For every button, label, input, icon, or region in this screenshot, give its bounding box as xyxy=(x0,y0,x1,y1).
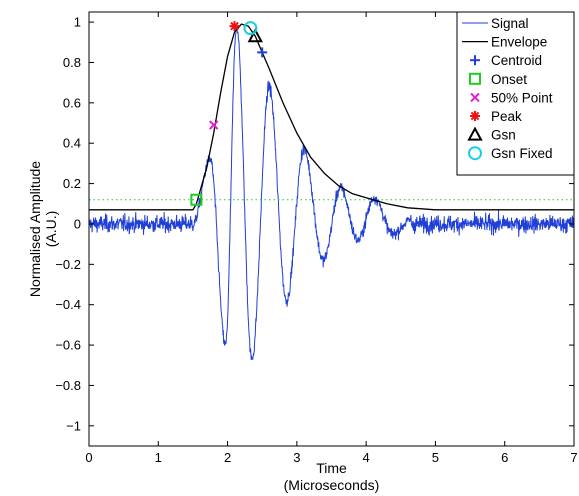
legend-label-gsn-fixed: Gsn Fixed xyxy=(491,146,553,161)
axes-frame xyxy=(88,11,575,447)
legend-entry-gsn-fixed: Gsn Fixed xyxy=(468,146,553,161)
legend-entry-50pct-point: 50% Point xyxy=(470,90,553,105)
y-tick-label: 0.4 xyxy=(63,136,81,151)
gsn-triangle xyxy=(467,126,483,141)
marker-peak xyxy=(229,21,240,32)
x-tick-label: 0 xyxy=(85,450,92,465)
onset-square xyxy=(190,193,203,206)
marker-gsn xyxy=(247,28,263,43)
legend-marker-centroid xyxy=(470,55,480,66)
legend: Signal Envelope Centroid Onset 50% Point Peak… xyxy=(456,11,575,176)
half-point-cross-b xyxy=(209,120,219,130)
gsn-fixed-circle xyxy=(243,21,258,36)
marker-gsn-fixed xyxy=(243,21,258,36)
y-tick-label: −0.8 xyxy=(55,378,81,393)
x-axis-unit: (Microseconds) xyxy=(284,477,380,493)
legend-label-onset: Onset xyxy=(491,72,527,87)
legend-marker-50pct-point xyxy=(470,92,480,103)
peak-asterisk-d2 xyxy=(230,21,239,31)
legend-entry-gsn: Gsn xyxy=(467,126,516,143)
legend-marker-gsn xyxy=(467,126,483,141)
y-tick-label: −0.4 xyxy=(55,297,81,312)
y-axis-unit: (A.U.) xyxy=(43,211,59,248)
legend-label-50pct-point: 50% Point xyxy=(491,90,553,105)
plot-content xyxy=(88,21,575,360)
legend-entry-envelope: Envelope xyxy=(462,35,547,50)
legend-label-envelope: Envelope xyxy=(491,35,547,50)
peak-asterisk-d2 xyxy=(470,111,480,121)
legend-marker-peak xyxy=(470,111,480,121)
x-tick-label: 5 xyxy=(432,450,439,465)
legend-marker-onset xyxy=(469,72,481,85)
y-tick-label: 0 xyxy=(74,216,81,231)
marker-onset xyxy=(190,193,203,206)
y-tick-label: −0.6 xyxy=(55,338,81,353)
legend-label-centroid: Centroid xyxy=(491,53,542,68)
y-tick-label: 0.6 xyxy=(63,95,81,110)
y-tick-label: 0.2 xyxy=(63,176,81,191)
x-tick-label: 4 xyxy=(363,450,370,465)
gsn-triangle xyxy=(247,28,263,43)
signal-line xyxy=(88,25,575,360)
onset-square xyxy=(469,72,481,85)
marker-50pct-point xyxy=(209,120,219,130)
x-tick-label: 1 xyxy=(155,450,162,465)
x-tick-label: 3 xyxy=(293,450,300,465)
legend-entry-onset: Onset xyxy=(469,72,527,87)
legend-label-signal: Signal xyxy=(491,16,529,31)
y-tick-label: 0.8 xyxy=(63,55,81,70)
gsn-fixed-circle xyxy=(468,146,482,161)
envelope-line xyxy=(89,23,574,211)
y-axis-label: Normalised Amplitude xyxy=(27,161,43,297)
x-axis-label: Time xyxy=(316,460,347,476)
legend-entry-signal: Signal xyxy=(462,16,529,31)
legend-entry-centroid: Centroid xyxy=(470,53,542,68)
legend-entry-peak: Peak xyxy=(470,109,522,124)
x-tick-label: 6 xyxy=(501,450,508,465)
y-tick-label: −0.2 xyxy=(55,257,81,272)
legend-label-gsn: Gsn xyxy=(491,128,516,143)
y-tick-label: 1 xyxy=(74,15,81,30)
legend-label-peak: Peak xyxy=(491,109,522,124)
y-tick-label: −1 xyxy=(66,418,81,433)
legend-marker-gsn-fixed xyxy=(468,146,482,161)
marker-centroid xyxy=(257,47,268,58)
x-tick-label: 2 xyxy=(224,450,231,465)
axis-ticks: 0 1 2 3 4 5 6 7 −1 −0.8 −0.6 −0.4 −0.2 0 0.2 0.4 0.6 0.8 1 xyxy=(55,12,578,465)
half-point-cross-b xyxy=(470,92,480,103)
x-tick-label: 7 xyxy=(570,450,577,465)
